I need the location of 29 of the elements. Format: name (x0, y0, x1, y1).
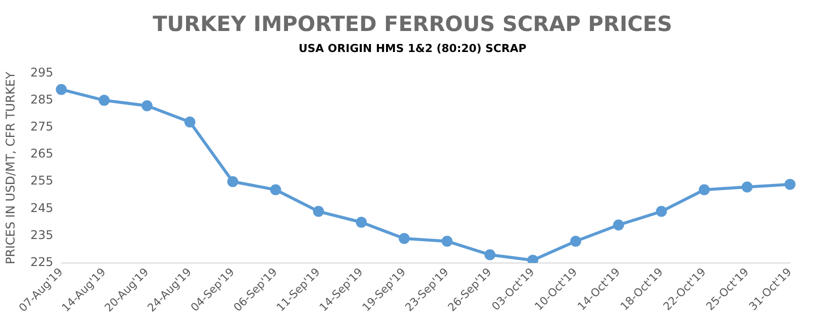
point (227, 176, 238, 188)
point (656, 206, 667, 217)
y-tick-label: 235 (30, 228, 54, 242)
y-tick-label: 295 (30, 65, 54, 80)
y-tick-label: 285 (30, 92, 54, 106)
point (527, 254, 538, 263)
point (312, 206, 324, 217)
chart-subtitle: USA ORIGIN HMS 1&2 (80:20) SCRAP (298, 42, 528, 55)
point (270, 184, 282, 196)
y-tick-label: 275 (30, 120, 54, 134)
point (398, 233, 410, 244)
point (484, 249, 496, 260)
y-tick-label: 245 (30, 200, 54, 215)
point (142, 100, 153, 112)
point (56, 84, 67, 95)
y-tick-label: 265 (30, 146, 54, 161)
point (570, 236, 582, 247)
y-tick-label: 225 (30, 255, 54, 270)
y-tick-label: 255 (30, 174, 54, 188)
y-axis-title: PRICES IN USD/MT, CFR TURKEY (3, 71, 18, 264)
point (784, 178, 796, 190)
point (184, 116, 196, 128)
point (356, 216, 367, 228)
point (98, 94, 110, 106)
point (698, 184, 710, 196)
chart-title: TURKEY IMPORTED FERROUS SCRAP PRICES (152, 12, 674, 36)
point (613, 219, 624, 230)
point (442, 236, 453, 247)
point (742, 182, 753, 193)
